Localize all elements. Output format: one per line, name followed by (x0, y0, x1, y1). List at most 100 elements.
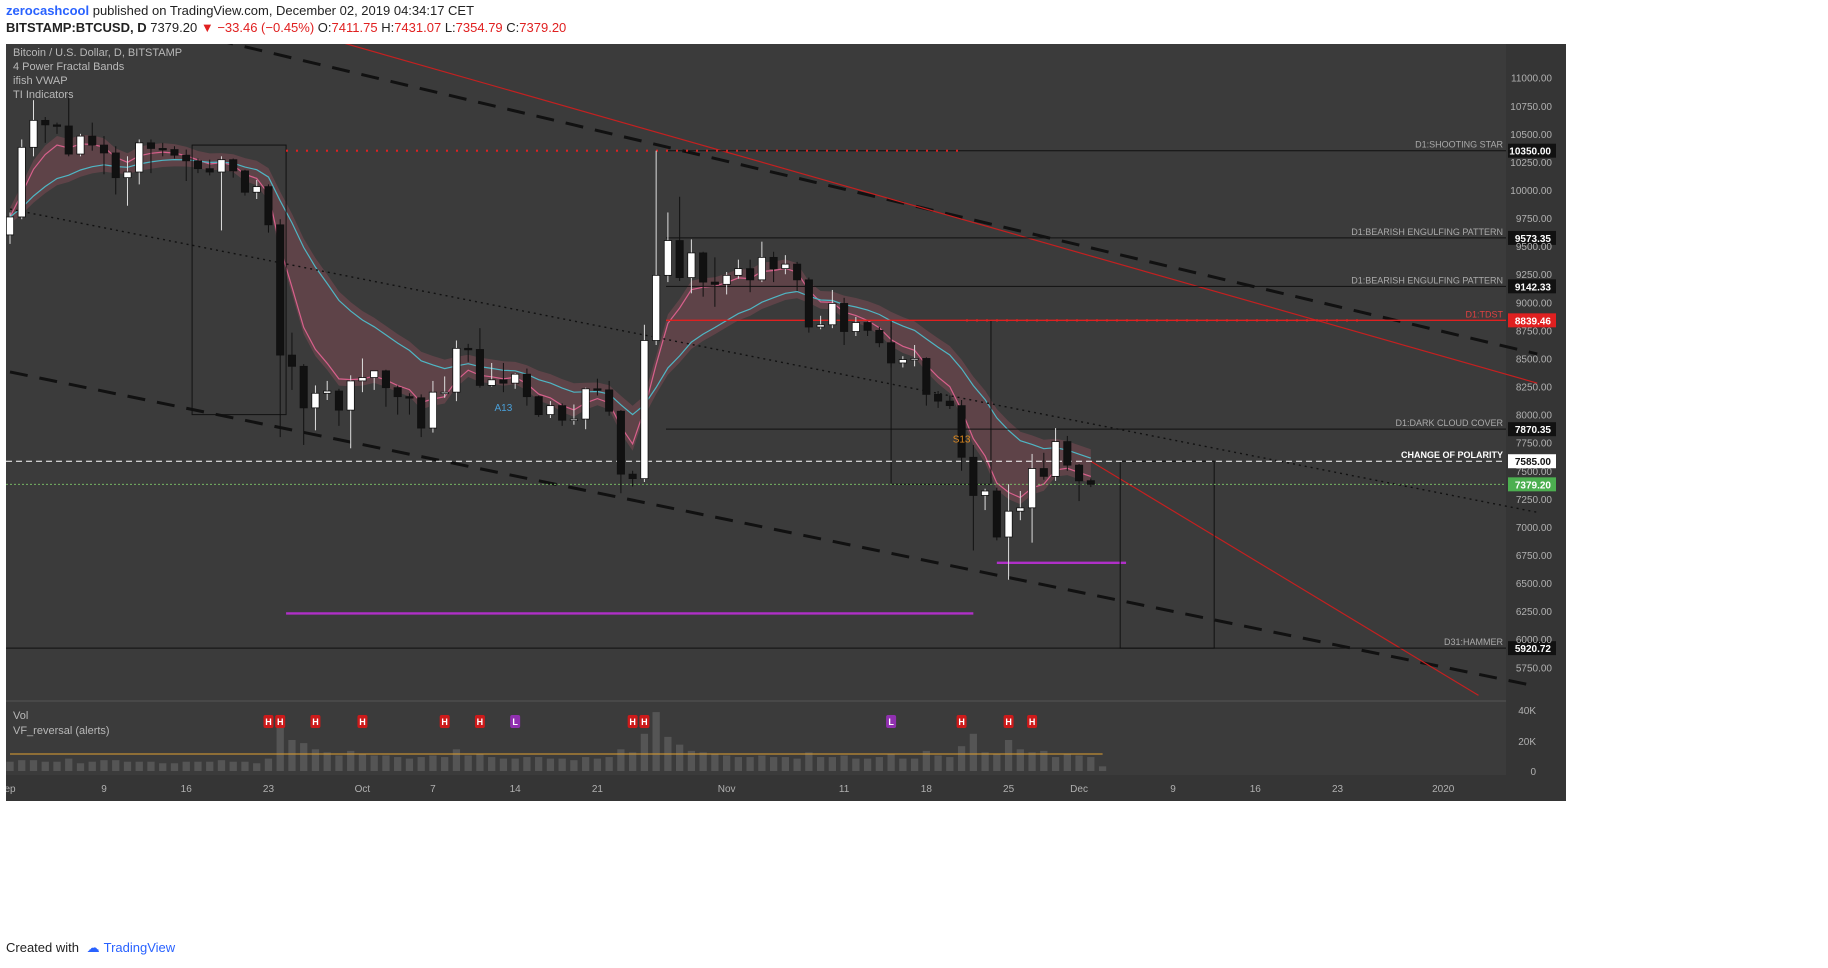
price-tick: 6000.00 (1516, 635, 1553, 646)
candle (710, 281, 719, 285)
volume-bar (170, 763, 179, 771)
high-value: 7431.07 (394, 20, 442, 35)
level-price-tag-bg (1508, 454, 1556, 469)
time-tick: 23 (1332, 784, 1344, 795)
price-tick: 8250.00 (1516, 383, 1553, 394)
time-axis: ep 9 16 23 Oct 7 14 21 Nov 11 18 25 Dec 9 16 23 2020 (6, 784, 1455, 795)
annotation-s13: S13 (953, 435, 971, 446)
open-value: 7411.75 (331, 20, 378, 35)
candle (699, 252, 708, 283)
level-price-tag: 8839.46 (1515, 316, 1552, 327)
price-change: ▼ −33.46 (−0.45%) (200, 20, 315, 35)
range-box (191, 144, 287, 416)
candle (358, 377, 367, 382)
price-pane-bg (6, 44, 1506, 701)
volume-bar (147, 761, 155, 771)
candle (1016, 507, 1025, 512)
candle (264, 186, 273, 226)
volume-bar (981, 752, 989, 771)
candle (992, 490, 1001, 538)
level-price-tag-bg (1508, 143, 1556, 158)
candle (158, 148, 167, 151)
volume-bar (699, 752, 707, 771)
volume-bar (746, 757, 754, 771)
footer-line: Created with ☁ TradingView (6, 940, 175, 956)
volume-bar (582, 757, 590, 771)
last-price-tag-bg (1508, 477, 1556, 492)
candle (299, 365, 308, 409)
candle (898, 359, 907, 364)
publish-header: zerocashcool published on TradingView.co… (0, 0, 1828, 44)
author-link[interactable]: zerocashcool (6, 3, 90, 18)
candle (88, 135, 97, 146)
vf-alert-letter: H (312, 717, 319, 727)
volume-bar (499, 758, 508, 771)
candle (734, 268, 743, 276)
time-tick: 16 (181, 784, 193, 795)
candle (569, 418, 578, 422)
candle (393, 387, 402, 398)
legend-title: Bitcoin / U.S. Dollar, D, BITSTAMP (13, 47, 182, 59)
candle (746, 268, 755, 281)
candle (840, 303, 849, 332)
volume-bar (875, 757, 883, 771)
level-price-tag: 7585.00 (1515, 457, 1552, 468)
candle (757, 256, 766, 281)
horizontal-levels: D1:SHOOTING STAR 10350.00 D1:BEARISH ENGUL… (6, 140, 1556, 656)
candle (276, 224, 285, 356)
candle (1051, 441, 1060, 477)
volume-tick: 0 (1530, 767, 1536, 778)
high-label: H: (381, 20, 395, 35)
candle (17, 146, 26, 218)
level-label: CHANGE OF POLARITY (1401, 450, 1503, 460)
volume-bar (88, 761, 96, 771)
tradingview-logo[interactable]: TradingView (103, 940, 176, 955)
candle (769, 256, 778, 270)
level-price-tag: 10350.00 (1509, 147, 1551, 158)
volume-bar (570, 760, 578, 771)
volume-bar (1051, 757, 1060, 771)
candle (6, 216, 15, 236)
volume-bar (241, 761, 249, 771)
candle (640, 340, 649, 480)
volume-bar (311, 749, 320, 771)
chart-area[interactable]: D1:SHOOTING STAR 10350.00 D1:BEARISH ENGUL… (6, 44, 1822, 932)
volume-bar (1075, 755, 1083, 771)
price-tick: 7250.00 (1516, 495, 1553, 506)
footer: Created with ☁ TradingView (0, 932, 1828, 968)
level-price-tag: 5920.72 (1515, 644, 1552, 655)
symbol-line: BITSTAMP:BTCUSD, D 7379.20 ▼ −33.46 (−0.… (6, 20, 566, 35)
price-tick: 10500.00 (1510, 130, 1552, 141)
vf-alert-badge (439, 715, 450, 728)
midline-dotted (9, 208, 1538, 514)
volume-bar (452, 749, 461, 771)
candle (945, 400, 954, 407)
candle (1028, 468, 1037, 509)
vf-alert-badge (275, 715, 286, 728)
candle (135, 142, 144, 173)
volume-bar (300, 743, 308, 771)
candle (875, 329, 884, 344)
time-tick: 21 (592, 784, 604, 795)
volume-bar (1040, 750, 1048, 771)
volume-bar (511, 758, 519, 771)
volume-bar (769, 757, 778, 771)
volume-bar (159, 763, 167, 771)
candle (628, 473, 637, 480)
vf-alert-letter: H (359, 717, 366, 727)
volume-bar (335, 755, 343, 771)
time-tick: 7 (430, 784, 436, 795)
open-label: O: (317, 20, 332, 35)
close-label: C: (506, 20, 520, 35)
volume-bar (476, 753, 484, 771)
created-with-text: Created with (6, 940, 79, 955)
candle (1004, 510, 1013, 538)
candle (934, 393, 943, 402)
volume-bar (370, 755, 378, 771)
price-tick: 10750.00 (1510, 102, 1552, 113)
volume-bar (29, 760, 38, 771)
price-chart[interactable]: D1:SHOOTING STAR 10350.00 D1:BEARISH ENGUL… (6, 44, 1822, 932)
candle (217, 159, 226, 173)
volume-bar (41, 761, 49, 771)
candle (816, 324, 825, 328)
